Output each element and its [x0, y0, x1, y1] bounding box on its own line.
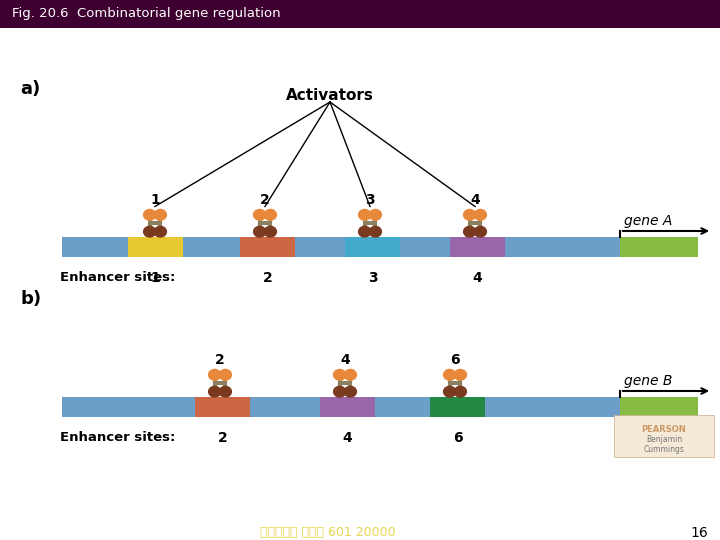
- Text: 2: 2: [263, 271, 272, 285]
- Text: 2: 2: [260, 193, 270, 207]
- Ellipse shape: [143, 210, 156, 220]
- Ellipse shape: [154, 210, 166, 220]
- Text: 4: 4: [470, 193, 480, 207]
- Text: 4: 4: [340, 354, 350, 368]
- Ellipse shape: [464, 210, 476, 220]
- Ellipse shape: [209, 386, 221, 397]
- Ellipse shape: [359, 210, 371, 220]
- Text: 3: 3: [368, 271, 377, 285]
- Text: 2: 2: [215, 354, 225, 368]
- Ellipse shape: [219, 386, 231, 397]
- Ellipse shape: [369, 210, 382, 220]
- Ellipse shape: [264, 210, 276, 220]
- Text: 1: 1: [150, 193, 160, 207]
- Text: PEARSON: PEARSON: [642, 425, 686, 434]
- Bar: [62, 397, 620, 417]
- Ellipse shape: [264, 226, 276, 237]
- Ellipse shape: [454, 369, 467, 380]
- Ellipse shape: [333, 369, 346, 380]
- Bar: [345, 237, 400, 257]
- Ellipse shape: [333, 386, 346, 397]
- Ellipse shape: [474, 226, 487, 237]
- Bar: [320, 397, 375, 417]
- Text: 6: 6: [450, 354, 460, 368]
- Text: Benjamin
Cummings: Benjamin Cummings: [644, 435, 685, 454]
- Bar: [620, 237, 698, 257]
- Text: a): a): [20, 80, 40, 98]
- Bar: [614, 415, 714, 457]
- Ellipse shape: [369, 226, 382, 237]
- Ellipse shape: [344, 369, 356, 380]
- Ellipse shape: [344, 386, 356, 397]
- Ellipse shape: [253, 210, 266, 220]
- Bar: [128, 237, 183, 257]
- Bar: [0, 0, 720, 28]
- Text: Enhancer sites:: Enhancer sites:: [60, 431, 176, 444]
- Text: gene B: gene B: [624, 374, 672, 388]
- Bar: [430, 397, 485, 417]
- Text: 1: 1: [150, 271, 161, 285]
- Ellipse shape: [253, 226, 266, 237]
- Text: gene A: gene A: [624, 214, 672, 228]
- Text: 4: 4: [472, 271, 482, 285]
- Bar: [450, 237, 505, 257]
- Ellipse shape: [444, 386, 456, 397]
- Text: 台大農藝系 遗傳學 601 20000: 台大農藝系 遗傳學 601 20000: [260, 526, 395, 539]
- Ellipse shape: [359, 226, 371, 237]
- Text: 2: 2: [217, 431, 228, 445]
- Text: 3: 3: [365, 193, 375, 207]
- Text: Fig. 20.6  Combinatorial gene regulation: Fig. 20.6 Combinatorial gene regulation: [12, 8, 281, 21]
- Text: Enhancer sites:: Enhancer sites:: [60, 271, 176, 284]
- Ellipse shape: [154, 226, 166, 237]
- Ellipse shape: [219, 369, 231, 380]
- Text: Activators: Activators: [286, 88, 374, 103]
- Ellipse shape: [454, 386, 467, 397]
- Ellipse shape: [464, 226, 476, 237]
- Bar: [62, 237, 620, 257]
- Text: 4: 4: [343, 431, 352, 445]
- Ellipse shape: [444, 369, 456, 380]
- Bar: [620, 397, 698, 417]
- Text: 6: 6: [453, 431, 462, 445]
- Text: b): b): [20, 290, 41, 308]
- Ellipse shape: [474, 210, 487, 220]
- Text: 16: 16: [690, 526, 708, 540]
- Ellipse shape: [143, 226, 156, 237]
- Bar: [240, 237, 295, 257]
- Bar: [195, 397, 250, 417]
- Ellipse shape: [209, 369, 221, 380]
